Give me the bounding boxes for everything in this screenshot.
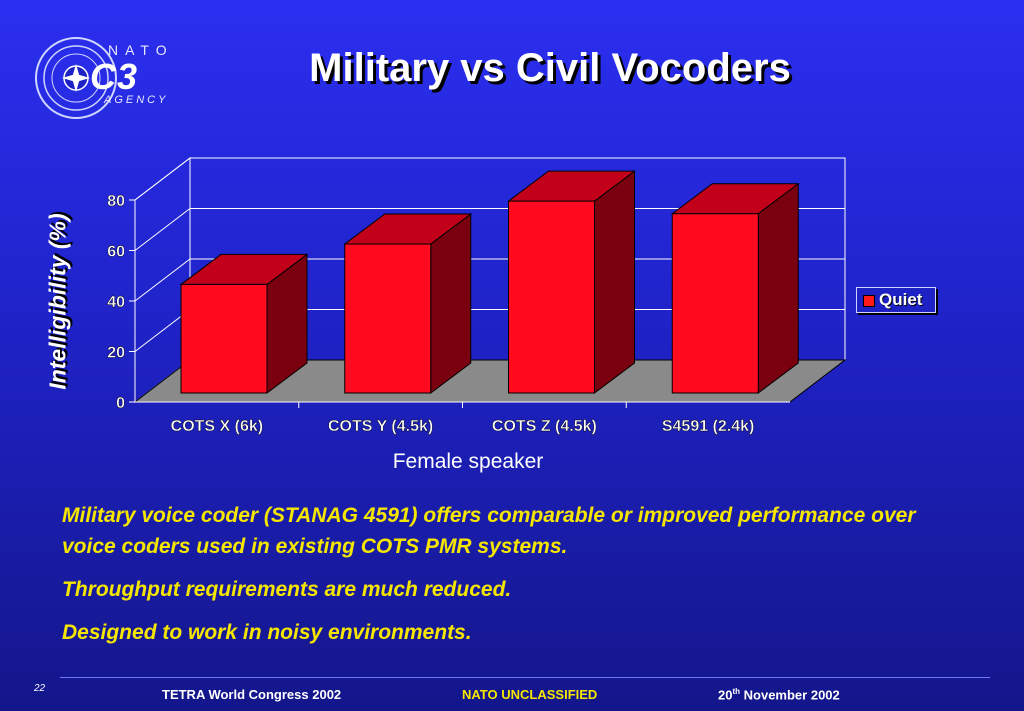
slide-title: Military vs Civil Vocoders bbox=[309, 46, 791, 90]
logo-c3-text: C3 bbox=[90, 56, 139, 97]
y-tick-label: 0 bbox=[116, 395, 125, 412]
footer-event: TETRA World Congress 2002 bbox=[162, 687, 342, 702]
x-tick-label: S4591 (2.4k) bbox=[662, 418, 755, 435]
y-tick-label: 20 bbox=[107, 345, 125, 362]
y-gridline bbox=[134, 157, 845, 201]
page-number: 22 bbox=[34, 683, 46, 694]
logo-nato-text: NATO bbox=[108, 42, 174, 58]
footer-divider bbox=[60, 677, 990, 678]
bar-side bbox=[757, 182, 799, 394]
legend-label-quiet: Quiet bbox=[879, 290, 923, 309]
body-paragraph-1: Military voice coder (STANAG 4591) offer… bbox=[62, 504, 916, 558]
bar-front bbox=[180, 283, 268, 394]
body-paragraph-2: Throughput requirements are much reduced… bbox=[62, 578, 512, 601]
x-axis-label: Female speaker bbox=[392, 450, 544, 473]
bar-front bbox=[508, 200, 595, 394]
body-paragraph-3: Designed to work in noisy environments. bbox=[62, 621, 472, 644]
y-tick-label: 40 bbox=[107, 294, 125, 311]
footer-date-sup: th bbox=[732, 687, 741, 696]
footer-date-day: 20 bbox=[718, 687, 733, 703]
footer-date: 20th November 2002 bbox=[718, 687, 840, 702]
logo-agency-text: AGENCY bbox=[104, 94, 169, 106]
bar-side bbox=[594, 170, 635, 394]
bar-front bbox=[671, 213, 759, 394]
bar-side bbox=[430, 213, 472, 394]
x-tick-label: COTS Z (4.5k) bbox=[492, 418, 597, 435]
y-axis-label: Intelligibility (%) bbox=[44, 213, 71, 390]
y-tick-label: 60 bbox=[107, 244, 125, 261]
nato-compass-icon bbox=[35, 37, 117, 119]
chart-legend: Quiet bbox=[856, 287, 936, 313]
y-tick-label: 80 bbox=[107, 193, 125, 210]
nato-c3-agency-logo: NATO C3 AGENCY bbox=[28, 28, 178, 120]
legend-swatch-quiet bbox=[863, 295, 875, 307]
bar-front bbox=[344, 243, 432, 394]
intelligibility-bar-chart: 0 20 40 60 80 COTS X (6k) COTS Y (4.5k) COTS Z … bbox=[107, 157, 847, 436]
body-text: Military voice coder (STANAG 4591) offer… bbox=[62, 500, 942, 660]
footer-classification: NATO UNCLASSIFIED bbox=[462, 687, 598, 702]
footer-date-rest: November 2002 bbox=[740, 687, 840, 703]
x-tick-label: COTS Y (4.5k) bbox=[328, 418, 433, 435]
x-tick-label: COTS X (6k) bbox=[171, 418, 263, 435]
